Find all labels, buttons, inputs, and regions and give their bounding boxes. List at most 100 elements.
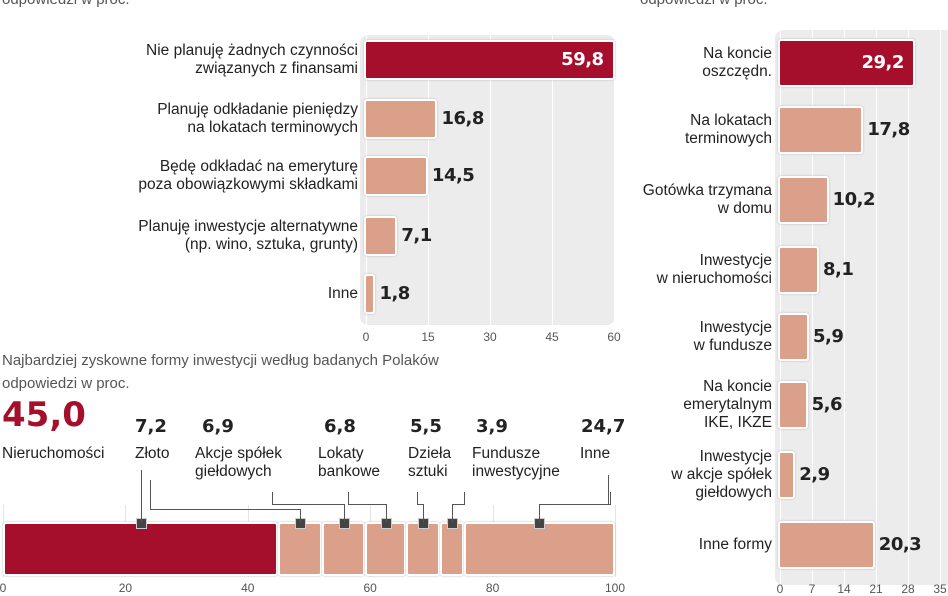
- bar: [778, 246, 820, 294]
- category-label: Nieruchomości: [2, 445, 105, 462]
- gridline: [844, 30, 845, 585]
- x-tick-label: 35: [933, 582, 947, 596]
- gridline: [614, 35, 615, 325]
- gridline: [428, 35, 429, 325]
- bar: [778, 39, 916, 87]
- value-label: 6,9: [202, 416, 234, 437]
- gridline: [940, 30, 941, 585]
- bar: [364, 156, 428, 196]
- gridline: [490, 35, 491, 325]
- connector-line: [417, 492, 418, 504]
- gridline: [552, 35, 553, 325]
- value-label: 14,5: [431, 165, 475, 186]
- value-label: 5,9: [812, 326, 844, 347]
- x-tick-label: 15: [421, 330, 435, 344]
- bar: [364, 99, 438, 139]
- category-label: Inne formy: [698, 536, 772, 553]
- x-tick-label: 45: [545, 330, 559, 344]
- bar: [778, 381, 808, 429]
- gridline: [876, 30, 877, 585]
- value-label: 10,2: [832, 189, 876, 210]
- category-label: Inwestycje w akcje spółek giełdowych: [671, 448, 772, 501]
- value-label: 45,0: [2, 395, 86, 435]
- connector-line: [150, 480, 151, 510]
- bar: [778, 176, 829, 224]
- category-label: Planuję odkładanie pieniędzy na lokatach …: [157, 101, 358, 136]
- category-label: Lokaty bankowe: [318, 445, 381, 480]
- connector-line: [300, 509, 302, 522]
- connector-line: [464, 492, 465, 504]
- connector-line: [272, 492, 273, 504]
- x-tick-label: 7: [808, 582, 816, 596]
- value-label: 6,8: [324, 416, 356, 437]
- bar: [364, 216, 398, 256]
- category-label: Inwestycje w nieruchomości: [656, 252, 772, 287]
- gridline: [615, 505, 616, 577]
- value-label: 17,8: [867, 119, 910, 140]
- connector-line: [343, 504, 345, 522]
- bar: [778, 313, 809, 361]
- connector-line: [140, 470, 142, 522]
- connector-line: [423, 504, 425, 522]
- bar: [364, 274, 376, 314]
- bar-segment: [439, 522, 464, 576]
- bar-segment: [364, 522, 407, 576]
- connector-line: [451, 504, 465, 505]
- connector-line: [539, 504, 611, 505]
- bar: [364, 40, 616, 80]
- bar-segment: [322, 522, 365, 576]
- connector-line: [348, 492, 349, 504]
- connector-line: [610, 492, 611, 504]
- connector-line: [348, 504, 387, 505]
- category-label: Na koncie emerytalnym IKE, IKZE: [683, 378, 772, 431]
- value-label: 5,6: [811, 394, 843, 415]
- x-tick-label: 14: [837, 582, 851, 596]
- connector-line: [272, 504, 345, 505]
- stacked-title: Najbardziej zyskowne formy inwestycji we…: [2, 352, 439, 369]
- stacked-subtitle: odpowiedzi w proc.: [2, 375, 130, 392]
- x-tick-label: 30: [483, 330, 497, 344]
- bar: [778, 521, 875, 569]
- category-label: Na lokatach terminowych: [685, 112, 772, 147]
- value-label: 20,3: [878, 534, 922, 555]
- x-tick-label: 28: [901, 582, 915, 596]
- right-subtitle: odpowiedzi w proc.: [640, 0, 768, 8]
- x-tick-label: 0: [776, 582, 784, 596]
- category-label: Akcje spółek giełdowych: [195, 445, 283, 480]
- value-label: 59,8: [561, 49, 604, 70]
- category-label: Na koncie oszczędn.: [702, 45, 772, 80]
- value-label: 5,5: [410, 416, 442, 437]
- category-label: Planuję inwestycje alternatywne (np. wino…: [138, 218, 358, 253]
- connector-line: [385, 504, 387, 522]
- bar-segment: [463, 522, 615, 576]
- category-label: Nie planuję żadnych czynności związanych …: [146, 42, 358, 77]
- x-tick-label: 60: [607, 330, 621, 344]
- category-label: Fundusze inwestycyjne: [472, 445, 560, 480]
- value-label: 16,8: [441, 108, 484, 129]
- value-label: 7,1: [401, 225, 432, 246]
- value-label: 24,7: [581, 416, 626, 437]
- connector-line: [150, 509, 301, 510]
- left-subtitle: odpowiedzi w proc.: [2, 0, 130, 8]
- gridline: [908, 30, 909, 585]
- bar-segment: [406, 522, 440, 576]
- x-tick-label: 20: [118, 581, 133, 595]
- x-tick-label: 0: [362, 330, 370, 344]
- connector-line: [417, 504, 425, 505]
- value-label: 29,2: [861, 52, 904, 73]
- gridline: [780, 30, 781, 585]
- value-label: 1,8: [379, 283, 410, 304]
- category-label: Złoto: [135, 445, 170, 462]
- connector-line: [608, 475, 609, 504]
- x-tick-label: 60: [363, 581, 377, 595]
- x-tick-label: 0: [0, 581, 7, 595]
- category-label: Inne: [327, 285, 358, 302]
- category-label: Inwestycje w fundusze: [693, 319, 772, 354]
- category-label: Będę odkładać na emeryturę poza obowiązko…: [138, 158, 358, 193]
- connector-line: [539, 504, 541, 522]
- bar-segment: [3, 522, 279, 576]
- bar-segment: [278, 522, 323, 576]
- connector-line: [451, 504, 453, 522]
- x-tick-label: 40: [241, 581, 255, 595]
- gridline: [812, 30, 813, 585]
